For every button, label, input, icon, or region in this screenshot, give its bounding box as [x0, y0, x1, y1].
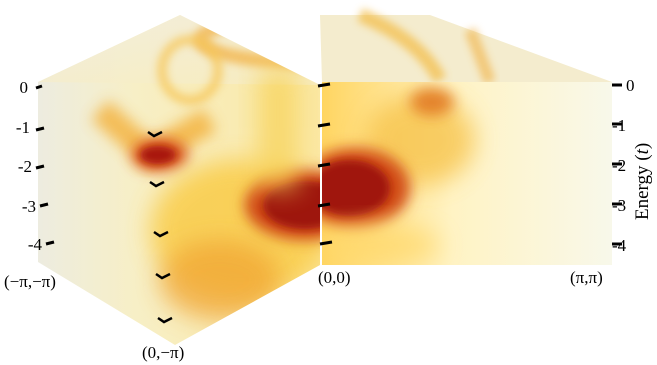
y-axis-title-main: Energy ( — [632, 154, 653, 220]
center-axis-ticks — [317, 82, 333, 246]
k-label-right: (π,π) — [570, 268, 603, 287]
right-axis-ticks — [612, 83, 622, 246]
inner-k-ticks — [147, 130, 173, 324]
left-tick-label: -2 — [18, 157, 32, 176]
left-tick-label: 0 — [20, 78, 29, 97]
left-tick-label: -4 — [28, 235, 43, 254]
k-label-center: (0,0) — [318, 268, 351, 287]
y-axis-title-var: t — [632, 148, 653, 154]
right-energy-labels: 0 -1 -2 -3 -4 — [612, 76, 635, 255]
left-band-face — [38, 15, 320, 345]
right-tick-label: 0 — [626, 76, 635, 95]
right-tick-label: -4 — [612, 236, 627, 255]
left-axis-ticks — [35, 84, 55, 246]
right-band-face — [322, 82, 612, 265]
right-tick-label: -3 — [612, 196, 626, 215]
left-energy-labels: 0 -1 -2 -3 -4 — [16, 78, 43, 254]
y-axis-title-close: ) — [632, 143, 653, 149]
k-label-front: (0,−π) — [142, 343, 184, 362]
right-tick-label: -2 — [612, 156, 626, 175]
y-axis-title: Energy (t) — [632, 143, 653, 220]
top-right-surface — [320, 8, 612, 85]
right-tick-label: -1 — [612, 116, 626, 135]
left-tick-label: -1 — [16, 118, 30, 137]
left-tick-label: -3 — [22, 197, 36, 216]
k-label-left: (−π,−π) — [4, 272, 56, 291]
